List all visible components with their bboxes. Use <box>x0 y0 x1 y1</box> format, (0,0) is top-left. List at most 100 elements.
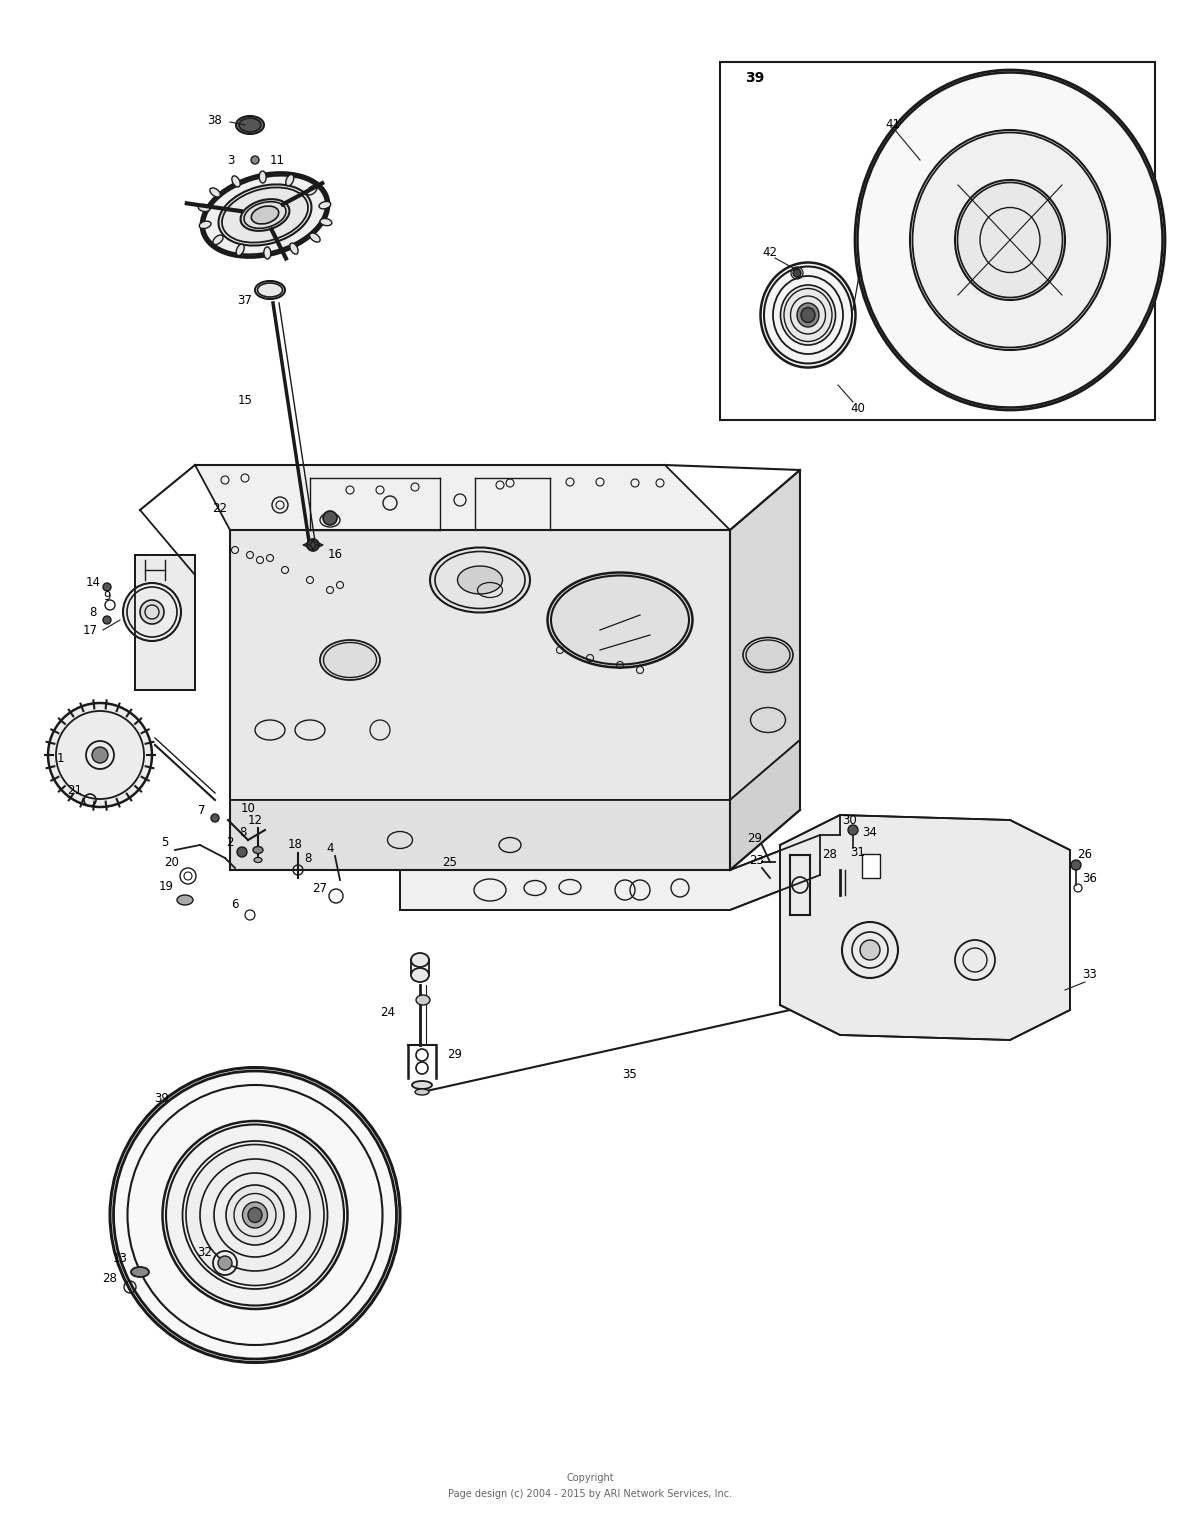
Text: 40: 40 <box>850 402 865 414</box>
Text: 35: 35 <box>623 1069 637 1081</box>
Text: 29: 29 <box>747 832 762 844</box>
Ellipse shape <box>264 247 271 260</box>
Ellipse shape <box>458 567 503 594</box>
Circle shape <box>237 847 247 857</box>
Text: 42: 42 <box>762 246 776 258</box>
Polygon shape <box>230 800 730 870</box>
Text: 18: 18 <box>288 838 302 852</box>
Text: 13: 13 <box>112 1252 127 1264</box>
Bar <box>720 63 1155 420</box>
Circle shape <box>1071 860 1081 870</box>
Ellipse shape <box>212 235 223 244</box>
Polygon shape <box>230 530 730 800</box>
Text: 39: 39 <box>155 1092 170 1104</box>
Ellipse shape <box>780 286 835 345</box>
Ellipse shape <box>183 1141 328 1289</box>
Text: 21: 21 <box>67 783 83 797</box>
Text: 8: 8 <box>304 852 312 864</box>
Text: 8: 8 <box>90 606 97 618</box>
Ellipse shape <box>319 202 330 209</box>
Text: 1: 1 <box>57 751 64 765</box>
Circle shape <box>251 156 258 163</box>
Text: 7: 7 <box>198 803 205 817</box>
Ellipse shape <box>236 244 244 255</box>
Polygon shape <box>780 815 1070 1040</box>
Polygon shape <box>730 470 800 800</box>
Polygon shape <box>135 554 195 690</box>
Ellipse shape <box>260 171 267 183</box>
Circle shape <box>860 941 880 960</box>
Text: 34: 34 <box>863 826 878 838</box>
Ellipse shape <box>290 243 299 253</box>
Circle shape <box>848 825 858 835</box>
Circle shape <box>103 583 111 591</box>
Ellipse shape <box>411 953 430 967</box>
Text: 33: 33 <box>1082 968 1097 982</box>
Text: 30: 30 <box>843 814 858 826</box>
Text: 29: 29 <box>447 1049 463 1061</box>
Ellipse shape <box>251 206 278 224</box>
Ellipse shape <box>163 1121 347 1309</box>
Text: 6: 6 <box>231 898 238 912</box>
Text: 5: 5 <box>162 835 169 849</box>
Ellipse shape <box>856 70 1165 411</box>
Ellipse shape <box>286 174 294 186</box>
Ellipse shape <box>210 188 221 197</box>
Text: 12: 12 <box>248 814 262 826</box>
Text: 23: 23 <box>749 854 765 866</box>
Text: 9: 9 <box>104 591 111 603</box>
Ellipse shape <box>955 180 1066 299</box>
Polygon shape <box>195 466 730 530</box>
Ellipse shape <box>231 176 241 186</box>
Text: 27: 27 <box>313 881 328 895</box>
Text: 17: 17 <box>83 623 98 637</box>
Text: 3: 3 <box>228 154 235 166</box>
Ellipse shape <box>743 637 793 672</box>
Text: 16: 16 <box>328 548 342 562</box>
Circle shape <box>103 615 111 625</box>
Bar <box>863 854 880 878</box>
Circle shape <box>211 814 219 822</box>
Ellipse shape <box>227 1185 284 1245</box>
Ellipse shape <box>199 221 211 229</box>
Circle shape <box>307 539 319 551</box>
Ellipse shape <box>910 130 1110 350</box>
Ellipse shape <box>412 1081 432 1089</box>
Ellipse shape <box>320 218 332 226</box>
Circle shape <box>323 512 337 525</box>
Ellipse shape <box>415 1089 430 1095</box>
Ellipse shape <box>253 846 263 854</box>
Text: 14: 14 <box>85 577 100 589</box>
Text: Copyright: Copyright <box>566 1474 614 1483</box>
Text: Page design (c) 2004 - 2015 by ARI Network Services, Inc.: Page design (c) 2004 - 2015 by ARI Netwo… <box>448 1489 732 1500</box>
Text: ARI PartStream™: ARI PartStream™ <box>434 690 627 710</box>
Circle shape <box>218 1257 232 1270</box>
Ellipse shape <box>417 996 430 1005</box>
Text: 32: 32 <box>197 1246 212 1260</box>
Text: 20: 20 <box>164 857 179 869</box>
Ellipse shape <box>202 173 329 257</box>
Polygon shape <box>400 835 820 910</box>
Text: 39: 39 <box>745 70 765 86</box>
Text: 11: 11 <box>269 154 284 166</box>
Ellipse shape <box>801 307 815 322</box>
Text: 2: 2 <box>227 837 234 849</box>
Ellipse shape <box>320 640 380 680</box>
Circle shape <box>140 600 164 625</box>
Ellipse shape <box>198 205 210 212</box>
Ellipse shape <box>240 118 261 131</box>
Text: 25: 25 <box>442 855 458 869</box>
Ellipse shape <box>110 1067 400 1362</box>
Circle shape <box>92 747 109 764</box>
Text: 28: 28 <box>822 849 838 861</box>
Text: 19: 19 <box>158 881 173 893</box>
Polygon shape <box>730 741 800 870</box>
Text: 8: 8 <box>240 826 247 838</box>
Ellipse shape <box>309 234 320 243</box>
Ellipse shape <box>254 858 262 863</box>
Text: 36: 36 <box>1082 872 1097 884</box>
Text: 38: 38 <box>208 113 222 127</box>
Circle shape <box>48 702 152 806</box>
Ellipse shape <box>430 548 530 612</box>
Ellipse shape <box>218 185 312 246</box>
